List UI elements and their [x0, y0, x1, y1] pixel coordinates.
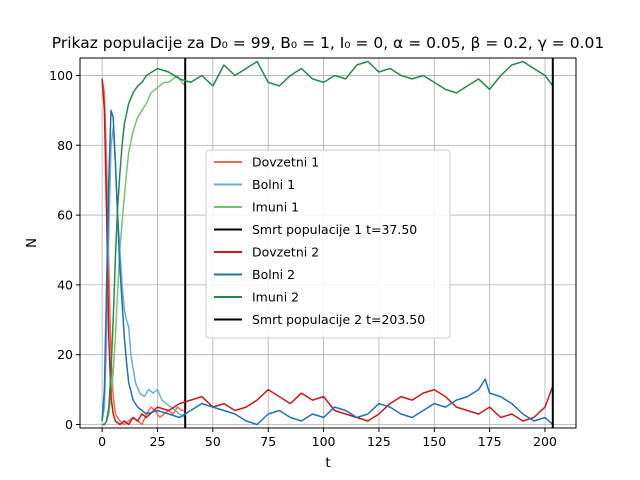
series-line-5 — [101, 78, 554, 426]
legend-label: Bolni 2 — [252, 267, 295, 282]
x-axis-label: t — [325, 455, 330, 471]
legend-label: Imuni 1 — [252, 200, 299, 215]
ticks: 0 25 50 75 100 125 150 175 200 0 20 40 60 80 100 — [49, 68, 557, 449]
y-tick-label: 40 — [57, 277, 73, 292]
x-tick-label: 125 — [367, 434, 391, 449]
x-tick-label: 100 — [312, 434, 336, 449]
series-line-2 — [101, 127, 186, 422]
legend-label: Smrt populacije 2 t=203.50 — [252, 312, 425, 327]
legend-label: Dovzetni 2 — [252, 245, 319, 260]
series-lines — [101, 58, 554, 428]
legend-label: Imuni 2 — [252, 290, 299, 305]
legend-label: Dovzetni 1 — [252, 155, 319, 170]
x-tick-label: 75 — [260, 434, 276, 449]
y-tick-label: 20 — [57, 347, 73, 362]
y-tick-label: 0 — [65, 417, 73, 432]
series-line-6 — [101, 109, 554, 426]
x-tick-label: 0 — [98, 434, 106, 449]
x-tick-label: 175 — [478, 434, 502, 449]
series-line-7 — [102, 60, 554, 426]
y-tick-label: 80 — [57, 138, 73, 153]
chart-title: Prikaz populacije za D₀ = 99, B₀ = 1, I₀… — [52, 34, 604, 52]
x-tick-label: 25 — [150, 434, 166, 449]
x-tick-label: 50 — [205, 434, 221, 449]
y-axis-label: N — [24, 238, 40, 248]
plot-frame — [79, 57, 577, 429]
legend-label: Smrt populacije 1 t=37.50 — [252, 222, 417, 237]
y-tick-label: 100 — [49, 68, 73, 83]
grid — [80, 58, 576, 428]
legend: Dovzetni 1 Bolni 1 Imuni 1 Smrt populacije … — [205, 149, 451, 339]
x-tick-label: 150 — [422, 434, 446, 449]
legend-label: Bolni 1 — [252, 177, 295, 192]
y-tick-label: 60 — [57, 208, 73, 223]
x-tick-label: 200 — [533, 434, 557, 449]
legend-box — [205, 149, 451, 339]
